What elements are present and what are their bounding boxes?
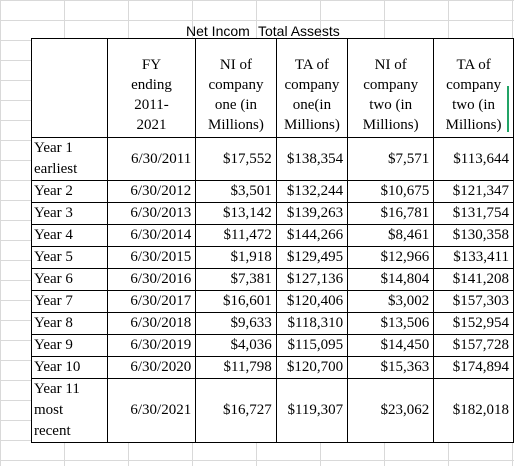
ta2-cell[interactable]: $130,358 [433, 224, 514, 247]
year-cell[interactable]: Year 8 [31, 312, 108, 335]
header-row: FY ending 2011- 2021 NI of company one (… [31, 38, 514, 138]
year-cell[interactable]: Year 7 [31, 290, 108, 313]
ni1-cell[interactable]: $7,381 [195, 268, 277, 291]
ta1-cell[interactable]: $119,307 [275, 378, 349, 443]
fy-cell[interactable]: 6/30/2017 [106, 290, 197, 313]
ni2-cell[interactable]: $14,450 [347, 334, 435, 357]
table-row: Year 1 earliest 6/30/2011 $17,552 $138,35… [31, 137, 514, 181]
ta2-cell[interactable]: $152,954 [433, 312, 514, 335]
year-cell[interactable]: Year 11 most recent [31, 378, 108, 443]
fy-cell[interactable]: 6/30/2012 [106, 180, 197, 203]
ni2-cell[interactable]: $14,804 [347, 268, 435, 291]
ta1-cell[interactable]: $115,095 [275, 334, 349, 357]
table-row: Year 6 6/30/2016 $7,381 $127,136 $14,804… [31, 268, 514, 291]
total-assets-title[interactable]: Total Assests [258, 23, 340, 39]
ta2-cell[interactable]: $174,894 [433, 356, 514, 379]
fy-cell[interactable]: 6/30/2015 [106, 246, 197, 269]
table-row: Year 3 6/30/2013 $13,142 $139,263 $16,78… [31, 202, 514, 225]
fy-cell[interactable]: 6/30/2014 [106, 224, 197, 247]
fy-cell[interactable]: 6/30/2018 [106, 312, 197, 335]
fy-cell[interactable]: 6/30/2019 [106, 334, 197, 357]
table-row: Year 9 6/30/2019 $4,036 $115,095 $14,450… [31, 334, 514, 357]
ni1-cell[interactable]: $11,798 [195, 356, 277, 379]
ta2-cell[interactable]: $133,411 [433, 246, 514, 269]
ni1-cell[interactable]: $16,727 [195, 378, 277, 443]
ta2-cell[interactable]: $157,303 [433, 290, 514, 313]
ta2-cell[interactable]: $157,728 [433, 334, 514, 357]
ni1-cell[interactable]: $11,472 [195, 224, 277, 247]
header-ni2-cell[interactable]: NI of company two (in Millions) [347, 38, 435, 138]
year-cell[interactable]: Year 5 [31, 246, 108, 269]
fy-cell[interactable]: 6/30/2013 [106, 202, 197, 225]
ni2-cell[interactable]: $23,062 [347, 378, 435, 443]
table-row: Year 2 6/30/2012 $3,501 $132,244 $10,675… [31, 180, 514, 203]
table-row: Year 8 6/30/2018 $9,633 $118,310 $13,506… [31, 312, 514, 335]
ni2-cell[interactable]: $13,506 [347, 312, 435, 335]
ni1-cell[interactable]: $16,601 [195, 290, 277, 313]
ni1-cell[interactable]: $17,552 [195, 137, 277, 181]
ni1-cell[interactable]: $13,142 [195, 202, 277, 225]
fy-cell[interactable]: 6/30/2020 [106, 356, 197, 379]
ni1-cell[interactable]: $9,633 [195, 312, 277, 335]
ni2-cell[interactable]: $16,781 [347, 202, 435, 225]
header-ni1-cell[interactable]: NI of company one (in Millions) [195, 38, 277, 138]
column-title-overlay: Net Incom Total Assests [186, 22, 396, 42]
fy-cell[interactable]: 6/30/2011 [106, 137, 197, 181]
table-row: Year 7 6/30/2017 $16,601 $120,406 $3,002… [31, 290, 514, 313]
table-row: Year 5 6/30/2015 $1,918 $129,495 $12,966… [31, 246, 514, 269]
ta2-cell[interactable]: $131,754 [433, 202, 514, 225]
ni2-cell[interactable]: $12,966 [347, 246, 435, 269]
header-ta2-cell[interactable]: TA of company two (in Millions) [433, 38, 514, 138]
ta2-cell[interactable]: $182,018 [433, 378, 514, 443]
ni1-cell[interactable]: $4,036 [195, 334, 277, 357]
year-cell[interactable]: Year 10 [31, 356, 108, 379]
ta1-cell[interactable]: $129,495 [275, 246, 349, 269]
ta1-cell[interactable]: $139,263 [275, 202, 349, 225]
ta1-cell[interactable]: $120,406 [275, 290, 349, 313]
ta1-cell[interactable]: $132,244 [275, 180, 349, 203]
net-income-title[interactable]: Net Incom [186, 23, 250, 39]
year-cell[interactable]: Year 3 [31, 202, 108, 225]
table-row: Year 4 6/30/2014 $11,472 $144,266 $8,461… [31, 224, 514, 247]
year-cell[interactable]: Year 4 [31, 224, 108, 247]
year-cell[interactable]: Year 2 [31, 180, 108, 203]
ta2-cell[interactable]: $113,644 [433, 137, 514, 181]
header-fy-cell[interactable]: FY ending 2011- 2021 [106, 38, 197, 138]
year-cell[interactable]: Year 1 earliest [31, 137, 108, 181]
table-row: Year 11 most recent 6/30/2021 $16,727 $119… [31, 378, 514, 443]
ta1-cell[interactable]: $118,310 [275, 312, 349, 335]
header-ta1-cell[interactable]: TA of company one(in Millions) [275, 38, 349, 138]
ta1-cell[interactable]: $120,700 [275, 356, 349, 379]
ni2-cell[interactable]: $15,363 [347, 356, 435, 379]
ni2-cell[interactable]: $3,002 [347, 290, 435, 313]
table-row: Year 10 6/30/2020 $11,798 $120,700 $15,3… [31, 356, 514, 379]
ta1-cell[interactable]: $127,136 [275, 268, 349, 291]
year-cell[interactable]: Year 9 [31, 334, 108, 357]
ta2-cell[interactable]: $121,347 [433, 180, 514, 203]
ni2-cell[interactable]: $8,461 [347, 224, 435, 247]
ni1-cell[interactable]: $1,918 [195, 246, 277, 269]
ni1-cell[interactable]: $3,501 [195, 180, 277, 203]
ta1-cell[interactable]: $138,354 [275, 137, 349, 181]
ni2-cell[interactable]: $7,571 [347, 137, 435, 181]
year-cell[interactable]: Year 6 [31, 268, 108, 291]
ni2-cell[interactable]: $10,675 [347, 180, 435, 203]
selection-indicator [507, 86, 509, 132]
ta2-cell[interactable]: $141,208 [433, 268, 514, 291]
fy-cell[interactable]: 6/30/2021 [106, 378, 197, 443]
ta1-cell[interactable]: $144,266 [275, 224, 349, 247]
fy-cell[interactable]: 6/30/2016 [106, 268, 197, 291]
header-year-cell[interactable] [31, 38, 108, 138]
financial-table: FY ending 2011- 2021 NI of company one (… [31, 38, 514, 443]
